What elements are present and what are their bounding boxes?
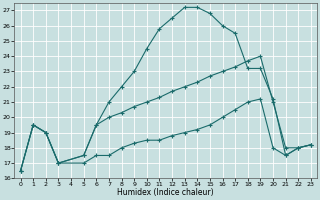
X-axis label: Humidex (Indice chaleur): Humidex (Indice chaleur) [117, 188, 214, 197]
